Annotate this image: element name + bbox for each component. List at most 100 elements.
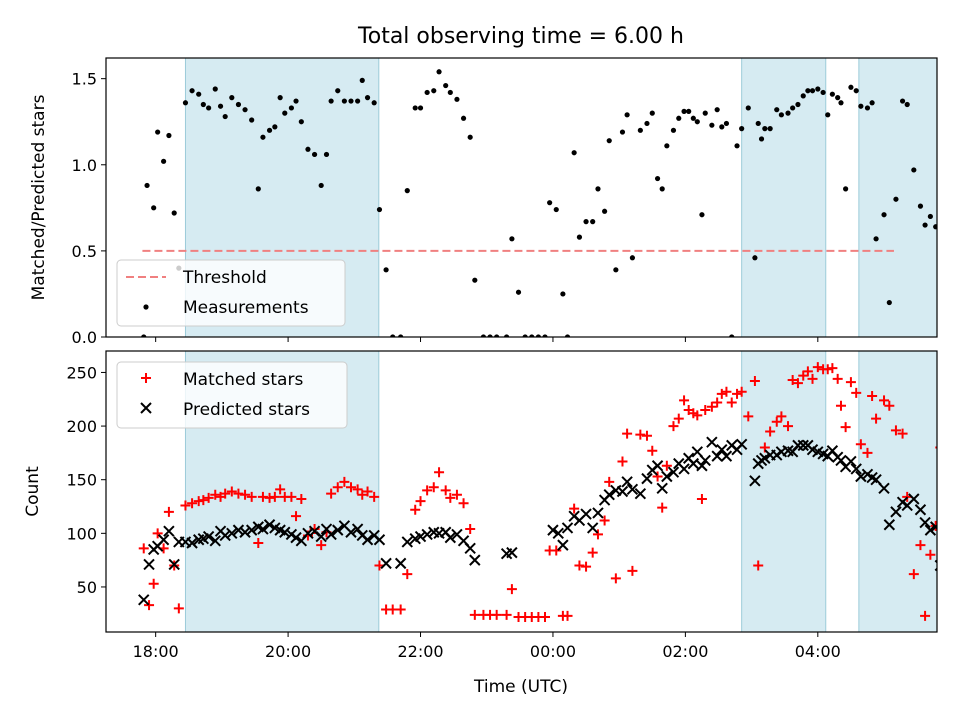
predicted-star-point bbox=[401, 536, 413, 548]
measurement-point bbox=[825, 112, 831, 118]
matched-star-point bbox=[652, 471, 663, 482]
measurement-point bbox=[460, 115, 467, 121]
predicted-star-point bbox=[749, 475, 761, 487]
predicted-star-point bbox=[157, 534, 170, 546]
matched-star-point bbox=[264, 492, 275, 503]
measurement-point bbox=[417, 105, 424, 111]
matched-star-point bbox=[827, 363, 838, 374]
predicted-star-point bbox=[373, 534, 386, 546]
y-tick-label: 100 bbox=[66, 524, 97, 543]
measurement-point bbox=[893, 196, 899, 202]
matched-star-point bbox=[587, 547, 598, 558]
predicted-star-point bbox=[380, 557, 392, 570]
matched-star-point bbox=[908, 569, 919, 580]
matched-star-point bbox=[851, 387, 862, 398]
x-axis-label: Time (UTC) bbox=[473, 677, 568, 697]
matched-star-point bbox=[879, 395, 890, 406]
matched-star-point bbox=[840, 422, 851, 433]
matched-star-point bbox=[451, 489, 462, 500]
matched-star-point bbox=[753, 560, 764, 571]
predicted-star-point bbox=[667, 466, 680, 478]
matched-star-point bbox=[832, 373, 843, 384]
y-tick-label: 1.0 bbox=[72, 156, 97, 175]
measurement-point bbox=[820, 89, 826, 96]
measurement-point bbox=[690, 115, 696, 121]
matched-star-point bbox=[622, 428, 633, 439]
legend: Threshold Measurements bbox=[116, 259, 346, 327]
matched-star-point bbox=[661, 460, 672, 471]
measurement-point bbox=[922, 222, 928, 228]
measurement-point bbox=[917, 203, 924, 209]
measurement-point bbox=[767, 126, 773, 132]
measurement-point bbox=[206, 105, 212, 111]
measurement-point bbox=[305, 146, 311, 152]
measurement-point bbox=[155, 129, 161, 135]
predicted-star-point bbox=[361, 534, 374, 546]
predicted-star-point bbox=[464, 542, 476, 555]
measurement-point bbox=[355, 98, 361, 104]
measurement-point bbox=[371, 100, 377, 106]
predicted-star-point bbox=[561, 522, 574, 534]
predicted-star-point bbox=[332, 524, 344, 536]
matched-star-point bbox=[240, 489, 251, 500]
legend-box bbox=[116, 259, 346, 327]
matched-star-point bbox=[210, 489, 221, 500]
measurement-point bbox=[576, 234, 583, 240]
y-tick-label: 50 bbox=[77, 578, 97, 597]
matched-star-point bbox=[286, 491, 297, 502]
measurement-point bbox=[873, 236, 879, 242]
matched-star-point bbox=[434, 467, 445, 478]
measurement-point bbox=[480, 334, 487, 337]
matched-star-point bbox=[506, 584, 517, 595]
predicted-star-point bbox=[163, 525, 175, 537]
measurement-point bbox=[151, 205, 157, 211]
measurement-point bbox=[171, 210, 177, 216]
matched-star-point bbox=[627, 565, 638, 576]
measurement-point bbox=[564, 334, 571, 337]
measurement-point bbox=[255, 186, 261, 192]
measurement-point bbox=[504, 334, 510, 337]
predicted-star-point bbox=[414, 530, 427, 543]
measurement-point bbox=[509, 236, 515, 242]
matched-star-point bbox=[352, 484, 363, 495]
predicted-star-point bbox=[699, 454, 711, 467]
measurement-point bbox=[734, 143, 740, 149]
measurement-point bbox=[699, 212, 705, 218]
y-axis-label: Matched/Predicted stars bbox=[29, 94, 49, 300]
measurement-point bbox=[404, 188, 410, 194]
predicted-star-point bbox=[924, 524, 937, 536]
matched-star-point bbox=[469, 609, 480, 620]
legend-threshold-label: Threshold bbox=[182, 268, 267, 288]
measurement-point bbox=[298, 119, 304, 125]
measurement-point bbox=[606, 138, 612, 144]
measurement-point bbox=[571, 150, 577, 156]
measurement-point bbox=[613, 267, 619, 273]
measurement-point bbox=[348, 98, 354, 104]
predicted-star-point bbox=[711, 450, 723, 462]
legend-measurements-swatch bbox=[143, 304, 149, 310]
predicted-star-point bbox=[616, 485, 629, 498]
measurement-point bbox=[341, 98, 347, 104]
matched-star-point bbox=[765, 426, 776, 437]
measurement-point bbox=[141, 334, 147, 337]
measurement-point bbox=[681, 108, 687, 114]
measurement-point bbox=[412, 105, 418, 111]
measurement-point bbox=[359, 77, 365, 83]
matched-star-point bbox=[635, 429, 646, 440]
measurement-point bbox=[323, 151, 330, 158]
measurement-point bbox=[686, 108, 692, 114]
matched-star-point bbox=[787, 374, 798, 385]
matched-star-point bbox=[783, 421, 794, 432]
matched-star-point bbox=[187, 498, 198, 509]
measurement-point bbox=[629, 255, 636, 261]
predicted-star-point bbox=[506, 546, 518, 559]
predicted-star-point bbox=[706, 436, 718, 448]
matched-star-point bbox=[257, 491, 268, 502]
predicted-star-point bbox=[883, 519, 896, 531]
measurement-point bbox=[467, 134, 473, 140]
predicted-star-point bbox=[202, 530, 215, 543]
measurement-point bbox=[785, 110, 791, 116]
matched-star-point bbox=[138, 543, 149, 554]
measurement-point bbox=[249, 117, 255, 123]
predicted-star-point bbox=[720, 450, 733, 462]
